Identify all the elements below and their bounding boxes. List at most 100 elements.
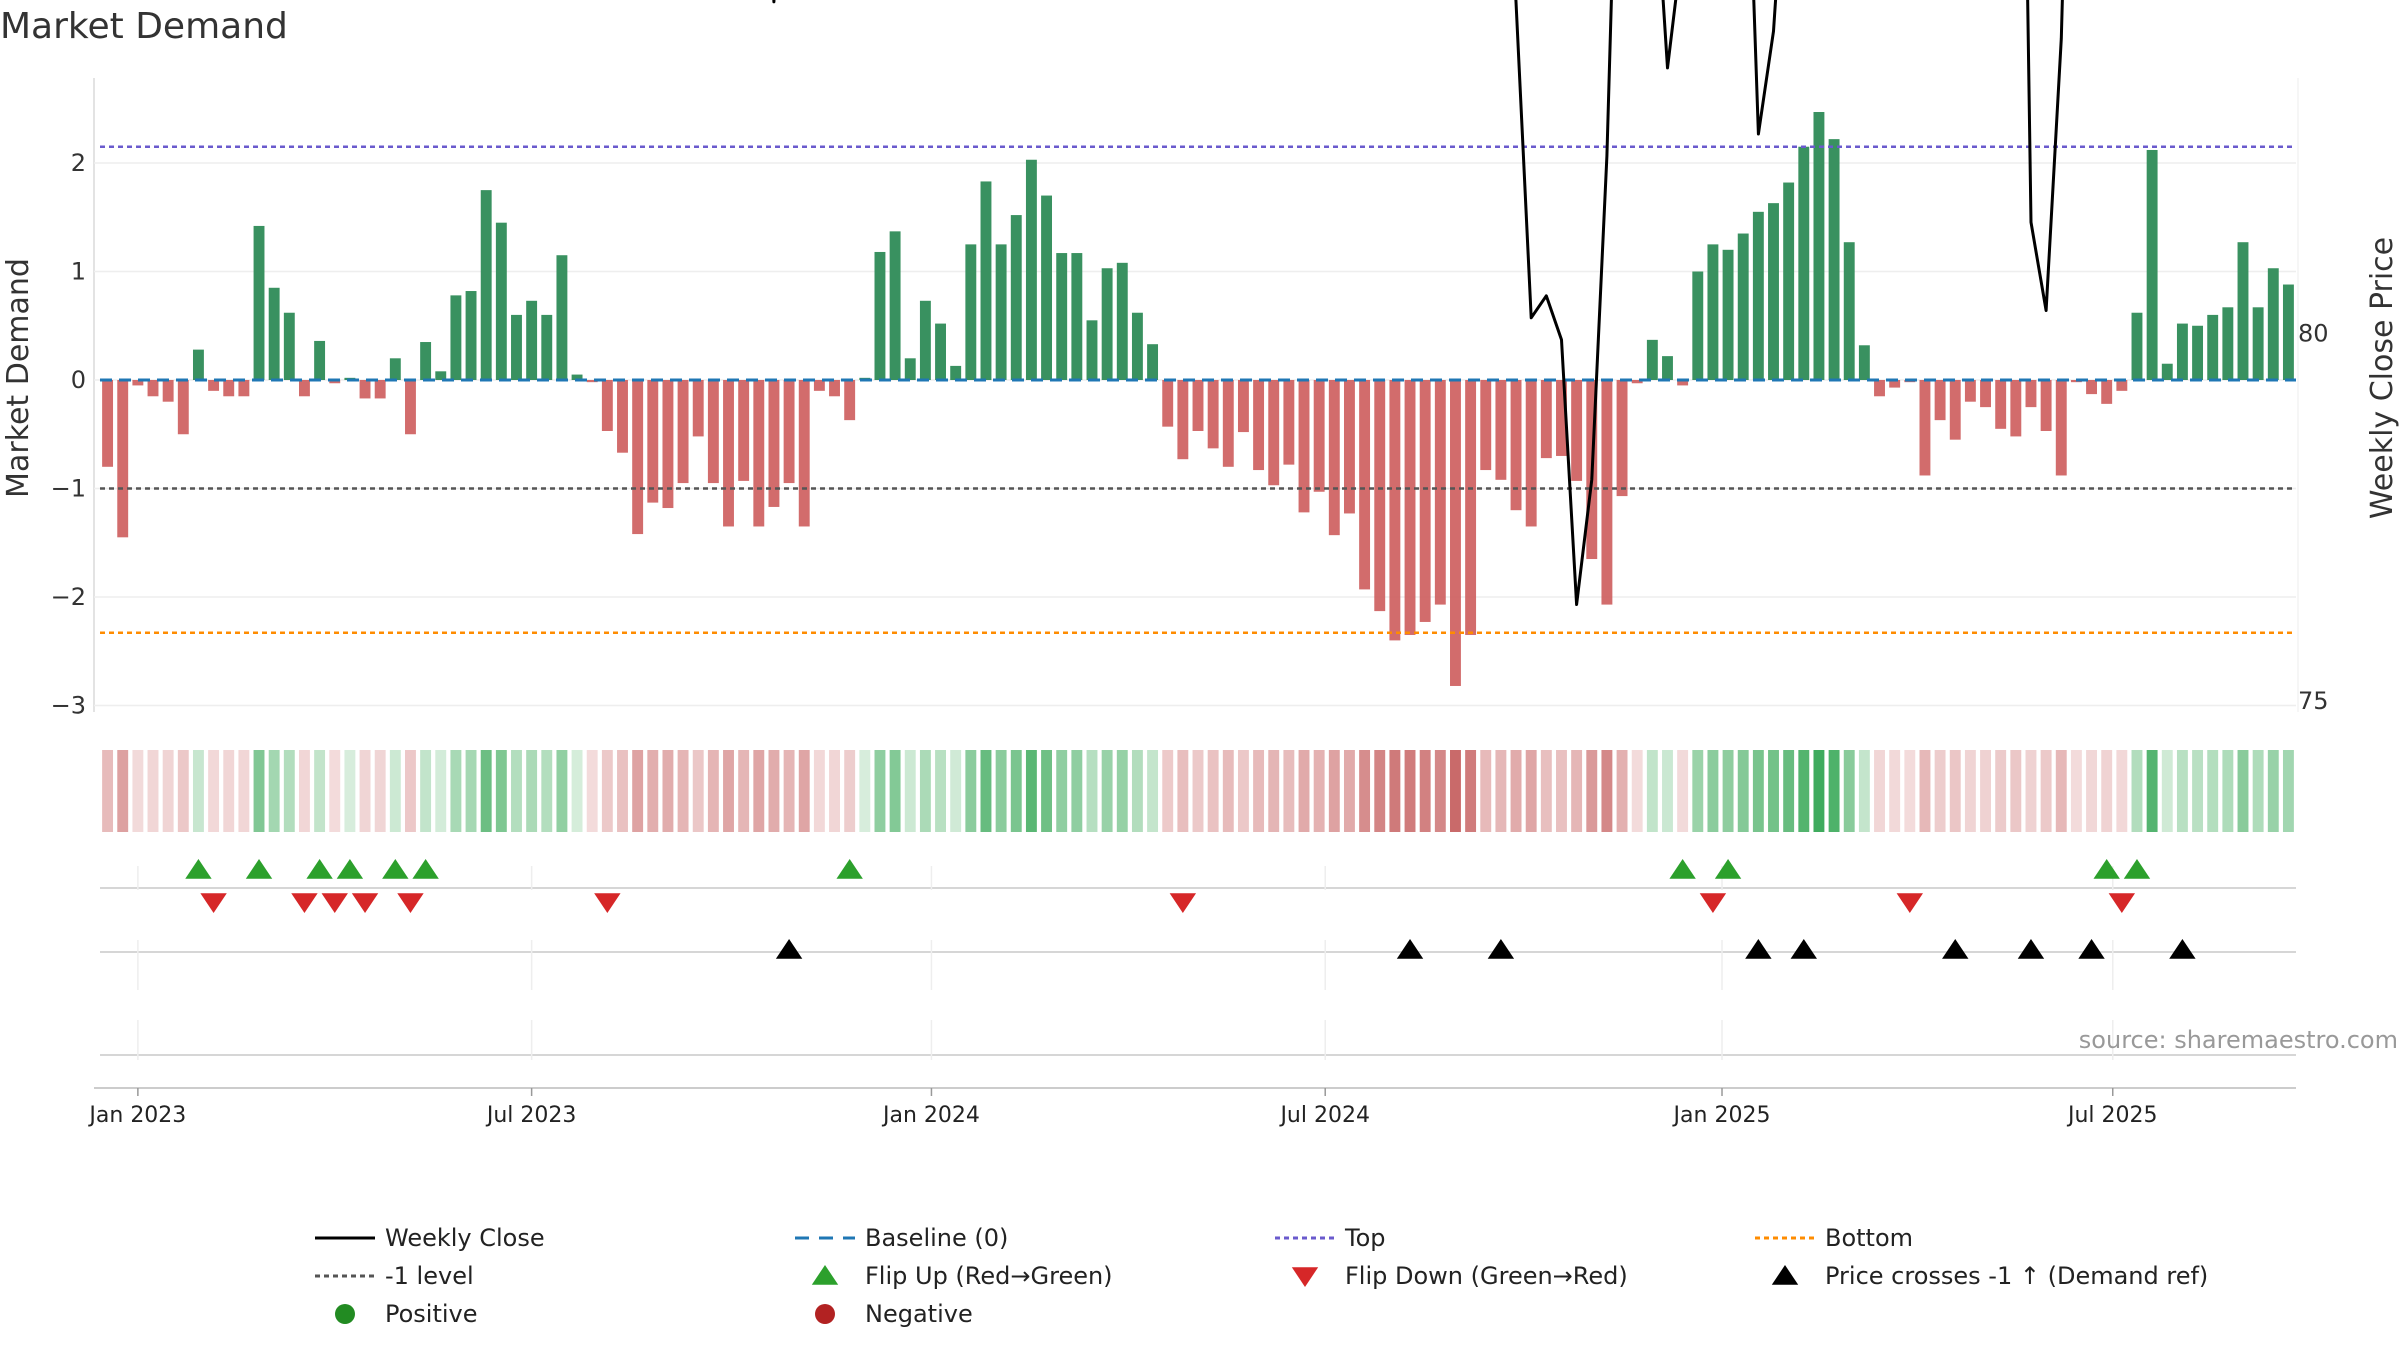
x-tick-label: Jul 2025 bbox=[2066, 1103, 2158, 1128]
strip-cell bbox=[1556, 750, 1567, 832]
strip-cell bbox=[1465, 750, 1477, 832]
strip-cell bbox=[874, 750, 886, 832]
price-cross-marker bbox=[2169, 939, 2196, 959]
demand-bar bbox=[662, 380, 674, 509]
legend-label: Negative bbox=[865, 1300, 973, 1328]
demand-bar bbox=[420, 342, 432, 380]
strip-cell bbox=[1525, 750, 1537, 832]
price-cross-marker bbox=[1396, 939, 1424, 959]
demand-bar bbox=[995, 244, 1007, 380]
strip-cell bbox=[389, 750, 401, 832]
strip-cell bbox=[2237, 750, 2249, 832]
legend-label: -1 level bbox=[385, 1262, 474, 1290]
demand-bar bbox=[511, 314, 522, 380]
strip-cell bbox=[420, 750, 432, 832]
flip-up-marker bbox=[1714, 859, 1742, 879]
demand-bar bbox=[1601, 380, 1613, 605]
demand-bar bbox=[1874, 380, 1885, 397]
demand-bar bbox=[389, 358, 401, 380]
demand-bar bbox=[495, 222, 507, 380]
strip-cell bbox=[647, 750, 659, 832]
demand-bar bbox=[798, 380, 810, 527]
flip-down-marker bbox=[594, 893, 621, 913]
demand-bar bbox=[1056, 253, 1068, 380]
strip-cell bbox=[2176, 750, 2188, 832]
strip-cell bbox=[829, 750, 840, 832]
strip-cell bbox=[1207, 750, 1219, 832]
legend-label: Top bbox=[1344, 1224, 1386, 1252]
demand-bar bbox=[147, 380, 159, 397]
flip-down-marker bbox=[397, 893, 424, 913]
strip-cell bbox=[2207, 750, 2219, 832]
demand-bar bbox=[1722, 249, 1734, 380]
legend-item-flip-down: Flip Down (Green→Red) bbox=[1291, 1262, 1628, 1290]
legend-swatch bbox=[815, 1304, 835, 1324]
demand-bar bbox=[1116, 262, 1128, 380]
strip-cell bbox=[889, 750, 901, 832]
flip-down-marker bbox=[321, 893, 348, 913]
flip-up-marker bbox=[245, 859, 273, 879]
strip-cell bbox=[2146, 750, 2158, 832]
demand-bar bbox=[1131, 312, 1143, 380]
demand-bar bbox=[950, 365, 962, 380]
strip-cell bbox=[1480, 750, 1492, 832]
demand-bar bbox=[738, 380, 750, 481]
strip-cell bbox=[2040, 750, 2052, 832]
price-cross-marker bbox=[1487, 939, 1515, 959]
demand-bar bbox=[1298, 380, 1310, 513]
flip-up-marker bbox=[336, 859, 364, 879]
demand-bar bbox=[374, 380, 386, 399]
strip-cell bbox=[1752, 750, 1764, 832]
strip-cell bbox=[374, 750, 386, 832]
strip-cell bbox=[1510, 750, 1522, 832]
strip-cell bbox=[1707, 750, 1719, 832]
demand-bar bbox=[723, 380, 734, 527]
demand-bar bbox=[480, 190, 492, 380]
strip-cell bbox=[2252, 750, 2264, 832]
demand-bar bbox=[601, 380, 613, 431]
strip-cell bbox=[192, 750, 204, 832]
strip-cell bbox=[1298, 750, 1310, 832]
legend-label: Price crosses -1 ↑ (Demand ref) bbox=[1825, 1262, 2208, 1290]
strip-cell bbox=[753, 750, 765, 832]
strip-cell bbox=[2267, 750, 2279, 832]
strip-cell bbox=[1495, 750, 1507, 832]
demand-bar bbox=[2116, 380, 2128, 391]
strip-cell bbox=[1434, 750, 1446, 832]
flip-up-marker bbox=[306, 859, 333, 879]
demand-bar bbox=[829, 380, 840, 397]
demand-bar bbox=[1813, 112, 1825, 380]
demand-bar bbox=[556, 255, 568, 380]
demand-bar bbox=[1980, 380, 1991, 408]
price-cross-marker bbox=[1942, 939, 1969, 959]
demand-bar bbox=[2282, 284, 2294, 380]
strip-cell bbox=[965, 750, 977, 832]
demand-bar bbox=[1283, 380, 1295, 465]
strip-cell bbox=[2116, 750, 2128, 832]
legend-item-baseline: Baseline (0) bbox=[795, 1224, 1008, 1252]
flip-down-marker bbox=[351, 893, 379, 913]
strip-cell bbox=[1056, 750, 1068, 832]
price-cross-marker bbox=[1745, 939, 1772, 959]
strip-cell bbox=[1450, 750, 1461, 832]
strip-cell bbox=[571, 750, 583, 832]
demand-bar bbox=[1540, 380, 1552, 459]
strip-cell bbox=[1874, 750, 1885, 832]
demand-bar bbox=[192, 349, 204, 380]
strip-cell bbox=[1071, 750, 1083, 832]
demand-bar bbox=[450, 295, 462, 380]
demand-bar bbox=[1783, 182, 1795, 380]
strip-cell bbox=[919, 750, 931, 832]
demand-bar bbox=[268, 287, 280, 380]
strip-cell bbox=[1025, 750, 1037, 832]
demand-bar bbox=[1768, 203, 1779, 380]
strip-cell bbox=[1964, 750, 1976, 832]
strip-cell bbox=[2282, 750, 2294, 832]
chart-title: Market Demand bbox=[0, 6, 288, 47]
strip-cell bbox=[1010, 750, 1022, 832]
strip-cell bbox=[1949, 750, 1961, 832]
demand-bar bbox=[102, 380, 114, 467]
strip-cell bbox=[1783, 750, 1795, 832]
demand-bar bbox=[2146, 149, 2158, 380]
